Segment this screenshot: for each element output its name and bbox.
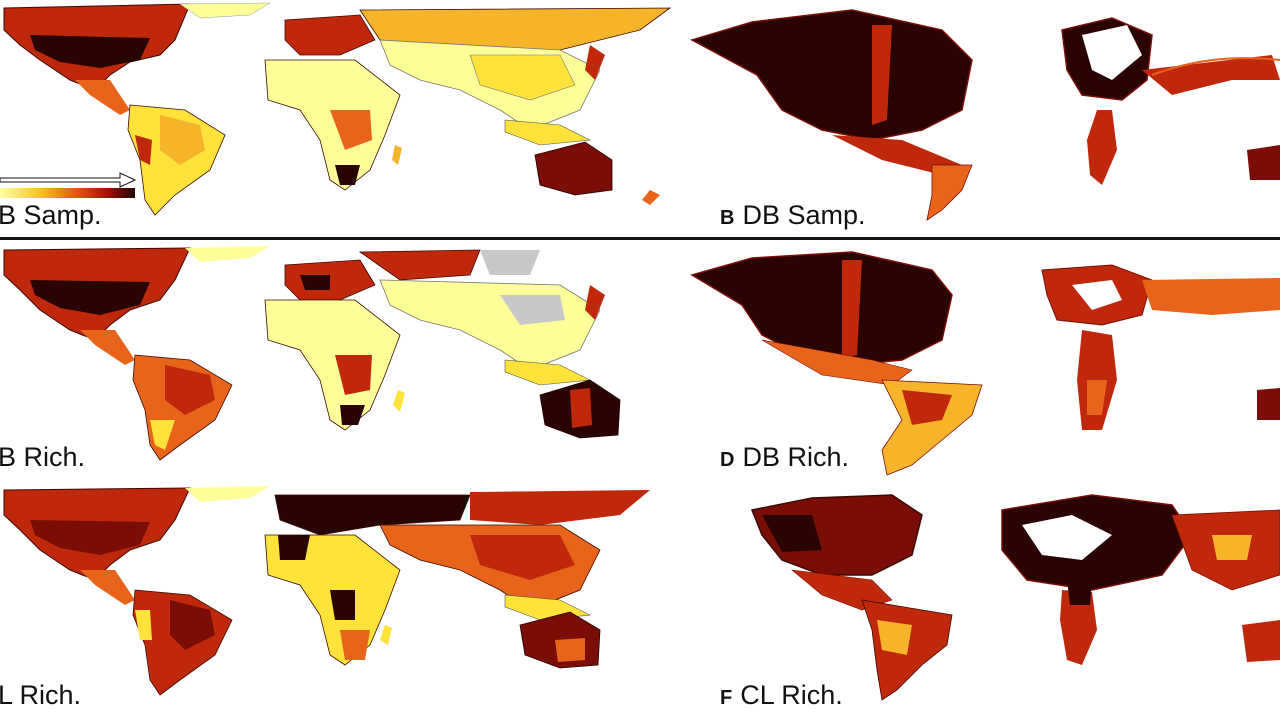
asia-cartogram (1142, 278, 1280, 315)
cartogram-map (690, 251, 1280, 476)
brazil-red (165, 365, 215, 415)
india-cartogram (1087, 110, 1117, 185)
brazil-orange (160, 115, 205, 165)
central-america-cartogram (761, 339, 913, 386)
central-america (75, 80, 130, 115)
africa-orange (330, 110, 372, 150)
europe-white (1072, 280, 1122, 310)
africa (264, 59, 401, 191)
russia (358, 249, 481, 281)
usa-dark (30, 280, 150, 315)
africa-orange (340, 630, 370, 660)
north-america-cartogram (690, 251, 953, 366)
usa-dark (762, 515, 822, 552)
australia-cartogram (1257, 388, 1280, 420)
usa-dark (30, 35, 150, 68)
india-cartogram (1060, 590, 1097, 665)
panel-label-top-left: B Samp. (0, 200, 102, 230)
australia-cartogram (1242, 620, 1280, 662)
peru-red (135, 135, 152, 165)
world-map (3, 246, 621, 461)
africa-center-dark (330, 590, 355, 620)
asia-lines (1151, 57, 1280, 76)
russia-red (470, 490, 650, 525)
map-panel-middle-right: D DB Rich. (672, 240, 1280, 480)
europe-white (1022, 515, 1112, 560)
africa-dark (278, 535, 310, 560)
china (469, 54, 576, 101)
australia-cartogram (1247, 145, 1280, 180)
section-divider (0, 237, 1280, 240)
central-america-cartogram (832, 135, 962, 175)
north-america-cartogram (690, 9, 973, 141)
madagascar (380, 625, 392, 645)
sa-yellow (150, 420, 175, 450)
china (470, 535, 575, 580)
panel-label-middle-right: D DB Rich. (720, 442, 849, 472)
asia-cartogram (1142, 55, 1280, 95)
sa-yellow (877, 620, 912, 655)
greenland (179, 2, 271, 19)
china-gray (500, 295, 565, 325)
asia-gray (480, 250, 540, 275)
usa-dark (30, 520, 150, 555)
japan (585, 45, 605, 80)
europe-dark (300, 275, 330, 290)
asia (379, 279, 601, 371)
map-panel-top-right: B DB Samp. (672, 0, 1280, 238)
panel-label-middle-left: B Rich. (0, 442, 86, 472)
indonesia (504, 359, 592, 386)
australia-orange (555, 638, 585, 662)
usa-stripe (872, 25, 892, 125)
japan (585, 285, 605, 320)
europe (284, 14, 376, 56)
europe-white (1082, 25, 1142, 80)
map-panel-bottom-left: L Rich. (0, 480, 672, 720)
india-orange (1087, 380, 1107, 415)
indonesia (504, 119, 592, 146)
africa-red (335, 355, 372, 395)
map-panel-bottom-right: F CL Rich. (672, 480, 1280, 720)
central-america (80, 330, 135, 365)
map-panel-top-left: B Samp. (0, 0, 672, 238)
world-map (3, 2, 672, 216)
africa-dark (1067, 580, 1092, 605)
brazil-dark (170, 600, 215, 650)
panel-label-bottom-right: F CL Rich. (720, 680, 843, 710)
south-america-cartogram (926, 164, 973, 221)
central-america (80, 570, 135, 605)
panel-label-top-right: B DB Samp. (720, 200, 866, 230)
australia-red (570, 388, 592, 428)
madagascar (392, 145, 402, 165)
na-stripes (842, 260, 862, 358)
madagascar (393, 390, 405, 412)
sa-yellow (135, 610, 152, 640)
greenland (185, 486, 270, 502)
south-africa (340, 405, 365, 425)
south-africa (335, 165, 360, 185)
map-panel-middle-left: B Rich. (0, 240, 672, 480)
africa (264, 299, 401, 431)
new-zealand (642, 190, 660, 205)
asia-yellow (1212, 535, 1252, 560)
cartogram-map (750, 494, 1280, 701)
cartogram-map (690, 9, 1280, 221)
panel-label-bottom-left: L Rich. (0, 680, 82, 710)
world-map (3, 486, 650, 696)
arrow-right-icon (0, 172, 137, 188)
sa-red (902, 390, 952, 425)
color-legend (0, 170, 140, 200)
greenland (185, 246, 270, 262)
australia (534, 141, 613, 196)
